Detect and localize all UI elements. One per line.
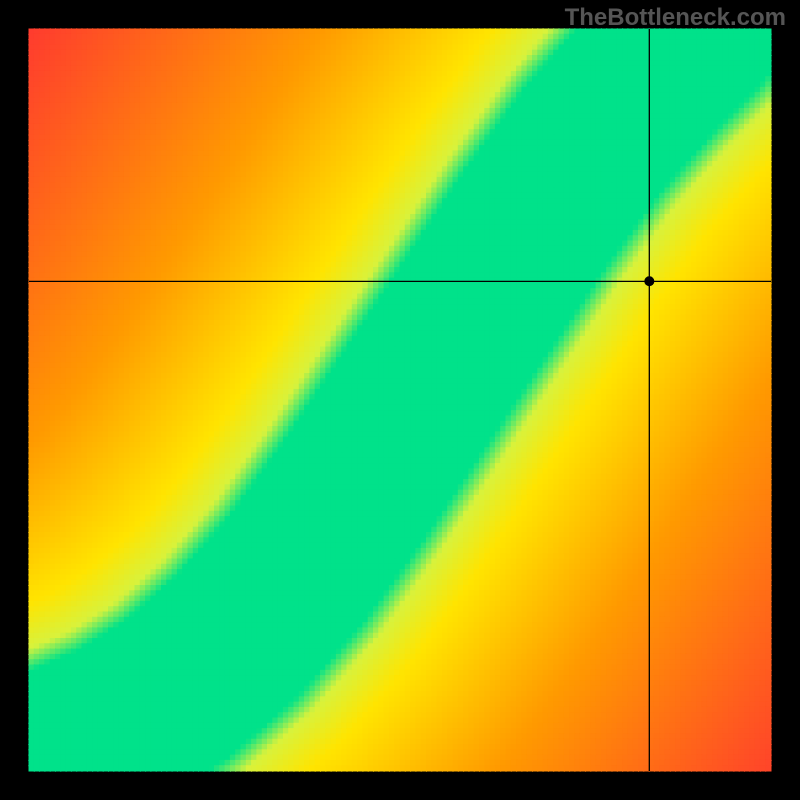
watermark-text: TheBottleneck.com: [565, 4, 786, 32]
bottleneck-heatmap: [0, 0, 800, 800]
